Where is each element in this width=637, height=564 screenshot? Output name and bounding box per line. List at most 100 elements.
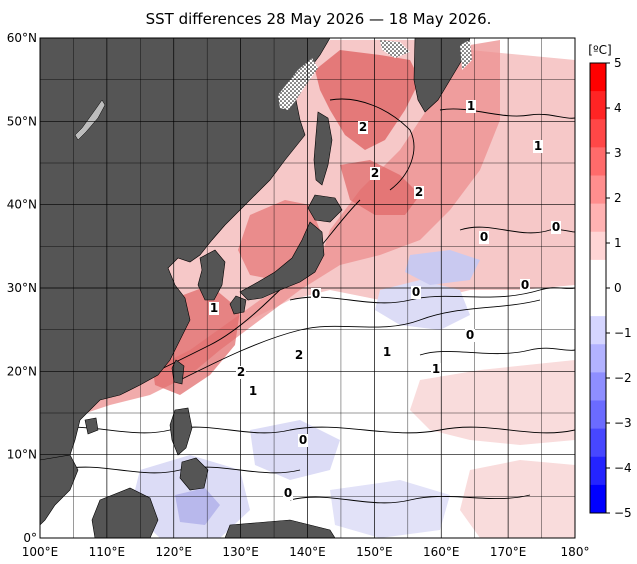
contour-label-bg: [248, 385, 258, 398]
land-honshu: [239, 221, 325, 301]
longitude-label: 160°E: [423, 545, 460, 559]
warm-region-east: [410, 360, 575, 445]
colorbar-cell: [590, 484, 606, 514]
colorbar-cell: [590, 316, 606, 345]
contour-label-bg: [298, 434, 308, 447]
colorbar-tick-label: −4: [614, 461, 632, 475]
longitude-label: 170°E: [490, 545, 527, 559]
colorbar-tick-label: −3: [614, 416, 632, 430]
map-frame: [39, 37, 576, 539]
contour-label-bg: [414, 186, 424, 199]
colorbar-cell: [590, 231, 606, 261]
contour-label-bg: [520, 279, 530, 292]
colorbar-tick-label: −5: [614, 506, 632, 520]
contour-label: 1: [210, 301, 218, 315]
colorbar-cell: [590, 175, 606, 205]
land-indochina: [40, 454, 79, 526]
warm-region-kuril: [340, 160, 420, 215]
longitude-label: 140°E: [289, 545, 326, 559]
contour-label: 1: [534, 139, 542, 153]
colorbar-cell: [590, 203, 606, 233]
contour-label-bg: [236, 366, 246, 379]
warm-region-okhotsk: [315, 50, 420, 150]
colorbar-tick-label: −2: [614, 371, 632, 385]
lake-baikal-shape: [74, 99, 106, 141]
colorbar-unit: [ºC]: [588, 43, 611, 57]
contour-label-bg: [382, 346, 392, 359]
colorbar-tick-label: 2: [614, 191, 622, 205]
contour-label: 2: [237, 365, 245, 379]
latitude-label: 40°N: [7, 198, 37, 212]
colorbar-cell: [590, 400, 606, 430]
latitude-label: 30°N: [7, 281, 37, 295]
colorbar-cell: [590, 147, 606, 176]
colorbar-cell: [590, 456, 606, 486]
cool-region-tropical-core: [175, 488, 220, 525]
latitude-label: 60°N: [7, 31, 37, 45]
contour-line-subtropical-east: [419, 347, 575, 356]
colorbar-cell: [590, 119, 606, 148]
contour-label-bg: [466, 100, 476, 113]
colorbar: [ºC] 5 4 3 2 1 0 −1 −2 −3 −4 −5: [588, 43, 631, 520]
warm-region-equatorial-east: [460, 460, 575, 538]
land-masses: [40, 38, 471, 538]
cool-region-subtropical: [375, 280, 470, 330]
land-kyushu-shikoku: [229, 295, 247, 315]
contour-label: 0: [480, 230, 488, 244]
contour-label: 0: [284, 486, 292, 500]
contour-label: 0: [552, 220, 560, 234]
land-hainan: [84, 417, 99, 435]
contour-label-bg: [479, 231, 489, 244]
cool-region-tropical-mid: [250, 420, 340, 480]
land-korea: [197, 249, 226, 301]
colorbar-cell: [590, 344, 606, 373]
longitude-label: 180°: [561, 545, 590, 559]
contour-label: 1: [383, 345, 391, 359]
longitude-label: 100°E: [22, 545, 59, 559]
colorbar-tick-label: 4: [614, 101, 622, 115]
contour-label-bg: [411, 286, 421, 299]
land-borneo: [91, 487, 159, 538]
contour-line-zero-east: [459, 226, 575, 234]
contour-label-bg: [358, 121, 368, 134]
contour-label: 0: [312, 287, 320, 301]
contour-label: 0: [521, 278, 529, 292]
colorbar-tick-label: 1: [614, 236, 622, 250]
contour-label-bg: [283, 487, 293, 500]
contour-label: 2: [359, 120, 367, 134]
land-sakhalin: [313, 111, 333, 186]
land-taiwan: [171, 359, 185, 385]
contour-label: 1: [432, 362, 440, 376]
colorbar-cell: [590, 428, 606, 458]
land-philippines-south: [179, 457, 209, 491]
contour-label-bg: [209, 302, 219, 315]
contour-line-one-subarctic: [439, 108, 575, 119]
cool-region-kuroshio-ext: [405, 250, 480, 285]
cool-region-tropical-east: [330, 480, 450, 538]
sea-ice-okhotsk: [278, 58, 318, 110]
colorbar-tick-label: 3: [614, 146, 622, 160]
colorbar-cell: [590, 259, 606, 289]
contour-line-tropical-a: [59, 466, 301, 474]
contour-label: 1: [467, 99, 475, 113]
contour-label-bg: [311, 288, 321, 301]
colorbar-cell: [590, 288, 606, 317]
longitude-label: 150°E: [356, 545, 393, 559]
contour-label-bg: [465, 329, 475, 342]
contour-line-zero-south: [40, 426, 575, 434]
contour-label: 0: [466, 328, 474, 342]
sea-ice: [278, 40, 472, 110]
colorbar-tick-label: 0: [614, 281, 622, 295]
contour-label: 2: [371, 166, 379, 180]
longitude-labels: 100°E 110°E 120°E 130°E 140°E 150°E 160°E 170°E…: [22, 545, 590, 559]
contour-label: 0: [299, 433, 307, 447]
colorbar-tick-label: −1: [614, 326, 632, 340]
latitude-label: 50°N: [7, 114, 37, 128]
longitude-label: 110°E: [89, 545, 126, 559]
longitude-label: 130°E: [222, 545, 259, 559]
latitude-label: 10°N: [7, 448, 37, 462]
land-hokkaido: [307, 194, 343, 223]
sea-ice-north: [380, 40, 410, 58]
contour-label: 2: [295, 348, 303, 362]
